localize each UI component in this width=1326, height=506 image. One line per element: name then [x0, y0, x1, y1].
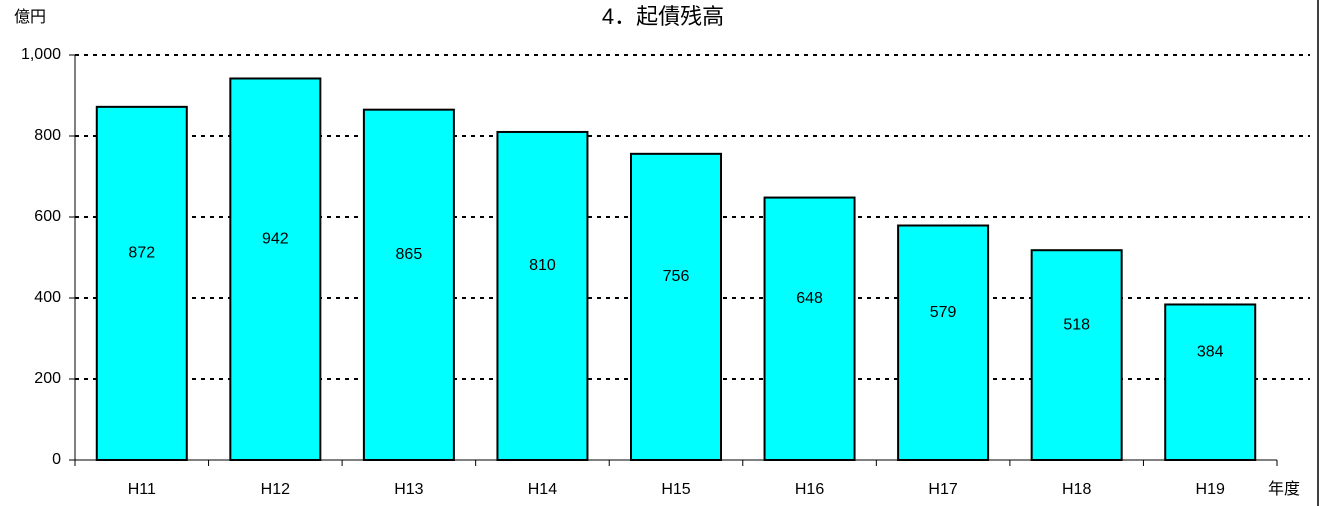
data-label: 518 — [1063, 316, 1090, 333]
data-label: 384 — [1197, 343, 1224, 360]
x-tick-label: H13 — [394, 481, 423, 498]
x-tick-label: H17 — [928, 481, 957, 498]
x-tick-label: H12 — [261, 481, 290, 498]
bar — [630, 152, 722, 461]
x-tick-label: H19 — [1196, 481, 1225, 498]
y-tick-label: 1,000 — [21, 46, 61, 63]
y-unit-label: 億円 — [14, 8, 46, 26]
x-tick-label: H16 — [795, 481, 824, 498]
x-axis-label: 年度 — [1268, 480, 1300, 498]
bar — [763, 196, 856, 461]
x-tick-label: H14 — [528, 481, 557, 498]
bar — [897, 224, 990, 461]
data-label: 810 — [529, 257, 556, 274]
y-tick-label: 0 — [52, 451, 61, 468]
data-label: 648 — [796, 290, 823, 307]
y-tick-label: 400 — [34, 289, 61, 306]
data-label: 942 — [262, 230, 289, 247]
data-label: 579 — [930, 304, 957, 321]
data-label: 872 — [128, 245, 155, 262]
bar — [229, 77, 322, 462]
bar — [496, 130, 589, 461]
data-label: 756 — [663, 268, 690, 285]
y-tick-label: 800 — [34, 127, 61, 144]
bar — [362, 108, 455, 462]
bar — [1164, 303, 1257, 462]
bar — [1030, 249, 1123, 461]
y-tick-label: 200 — [34, 370, 61, 387]
x-tick-label: H18 — [1062, 481, 1091, 498]
x-tick-label: H15 — [661, 481, 690, 498]
chart-title: 4．起債残高 — [602, 4, 724, 29]
x-tick-label: H11 — [128, 481, 156, 498]
bar — [95, 105, 188, 461]
data-label: 865 — [396, 246, 423, 263]
y-tick-label: 600 — [34, 208, 61, 225]
